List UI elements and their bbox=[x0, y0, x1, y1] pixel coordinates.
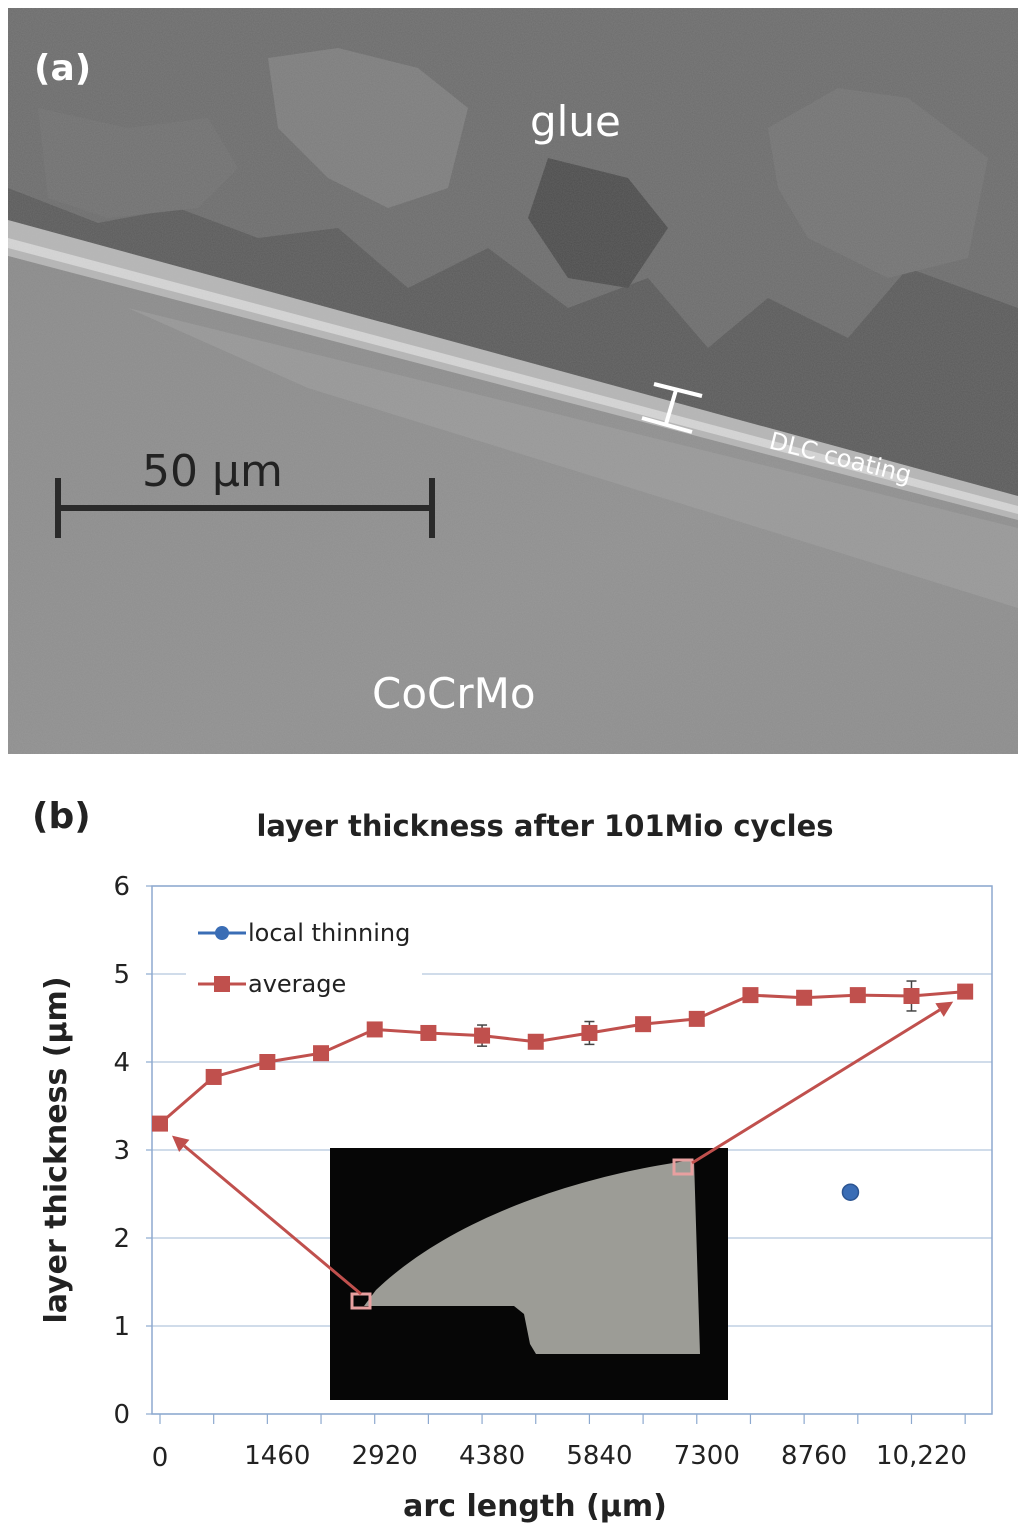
inset-marker-right bbox=[672, 1158, 694, 1176]
cocrmo-label: CoCrMo bbox=[372, 669, 536, 718]
x-tick-label: 2920 bbox=[352, 1441, 418, 1471]
sem-micrograph: (a) glue CoCrMo DLC coating 50 µm bbox=[8, 8, 1018, 754]
y-axis: 0 1 2 3 4 5 6 bbox=[113, 872, 152, 1430]
chart-title: layer thickness after 101Mio cycles bbox=[256, 809, 833, 843]
y-axis-title: layer thickness (µm) bbox=[39, 976, 74, 1323]
thickness-chart: (b) layer thickness after 101Mio cycles … bbox=[32, 796, 993, 1524]
scale-bar-label: 50 µm bbox=[142, 446, 283, 497]
y-tick-label: 1 bbox=[113, 1312, 130, 1342]
legend: local thinning average bbox=[186, 910, 422, 1006]
arrow-to-end-shaft bbox=[691, 1008, 941, 1165]
average-line bbox=[159, 990, 966, 1125]
average-point bbox=[581, 1024, 598, 1041]
average-point bbox=[366, 1021, 383, 1038]
y-tick-label: 5 bbox=[113, 960, 130, 990]
average-point bbox=[796, 989, 813, 1006]
average-point bbox=[635, 1016, 652, 1033]
average-point bbox=[849, 987, 866, 1004]
x-tick-label: 1460 bbox=[244, 1441, 310, 1471]
inset-photo bbox=[330, 1148, 728, 1400]
arrow-to-start-shaft bbox=[183, 1144, 362, 1296]
x-axis-title: arc length (µm) bbox=[403, 1489, 667, 1524]
panel-b-label: (b) bbox=[32, 796, 91, 837]
scale-bar bbox=[55, 478, 435, 538]
panel-a-label: (a) bbox=[34, 48, 91, 89]
average-point bbox=[420, 1024, 437, 1041]
local-thinning-point bbox=[841, 1183, 860, 1201]
average-point bbox=[742, 987, 759, 1004]
average-point bbox=[205, 1068, 222, 1085]
x-tick-label: 4380 bbox=[459, 1441, 525, 1471]
y-tick-label: 3 bbox=[113, 1136, 130, 1166]
x-tick-label: 8760 bbox=[781, 1441, 847, 1471]
x-tick-label: 5840 bbox=[566, 1441, 632, 1471]
legend-label-local-thinning: local thinning bbox=[248, 919, 410, 947]
x-tick-label: 0 bbox=[152, 1443, 169, 1473]
average-point bbox=[957, 983, 974, 1000]
average-point bbox=[688, 1010, 705, 1027]
average-point bbox=[259, 1054, 276, 1070]
thickness-marker bbox=[641, 382, 703, 434]
y-tick-label: 0 bbox=[113, 1400, 130, 1430]
arrow-to-end-head bbox=[935, 1001, 954, 1017]
x-tick-label: 10,220 bbox=[876, 1441, 967, 1471]
average-point bbox=[152, 1115, 168, 1132]
arrow-to-start-head bbox=[172, 1135, 190, 1153]
average-point bbox=[474, 1027, 491, 1044]
average-point bbox=[527, 1033, 544, 1050]
y-tick-label: 4 bbox=[113, 1048, 130, 1078]
series-layer bbox=[152, 980, 974, 1201]
legend-marker-average bbox=[214, 976, 230, 992]
y-tick-label: 2 bbox=[113, 1224, 130, 1254]
legend-label-average: average bbox=[248, 970, 346, 998]
average-point bbox=[313, 1045, 330, 1062]
glue-label: glue bbox=[530, 97, 621, 146]
legend-marker-local-thinning bbox=[215, 926, 229, 940]
x-tick-label: 7300 bbox=[674, 1441, 740, 1471]
inset-arrows bbox=[172, 1001, 954, 1296]
y-tick-label: 6 bbox=[113, 872, 130, 902]
average-point bbox=[903, 988, 920, 1004]
x-axis: 0 1460 2920 4380 5840 7300 8760 10,220 bbox=[152, 1414, 967, 1473]
